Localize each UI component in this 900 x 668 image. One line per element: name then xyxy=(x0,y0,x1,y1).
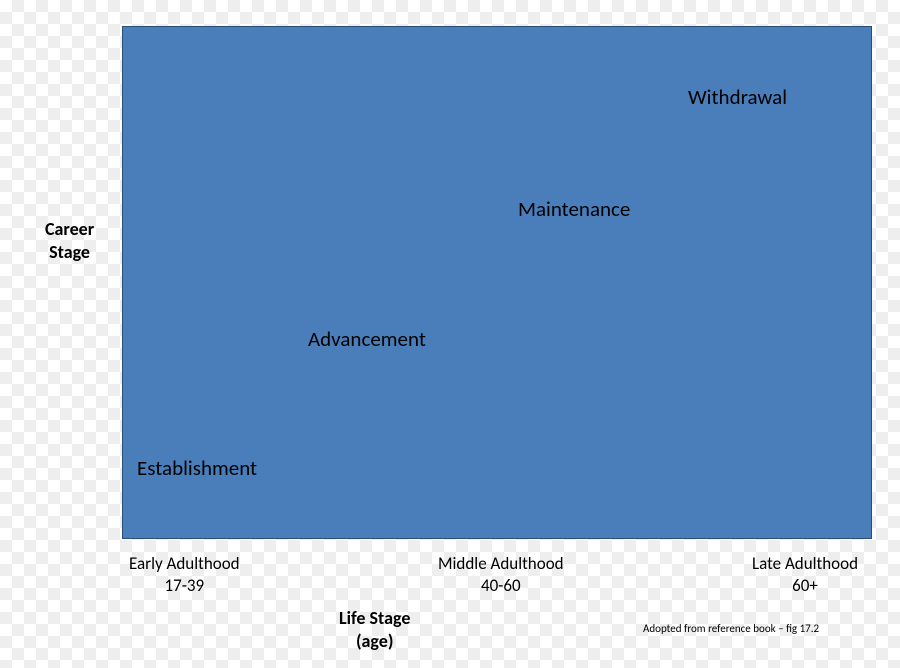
x-tick-line2: 60+ xyxy=(792,575,818,596)
stage-label-establishment: Establishment xyxy=(137,455,257,481)
y-axis-label-line2: Stage xyxy=(49,241,90,263)
y-axis-label: Career Stage xyxy=(45,218,94,265)
x-tick-line1: Early Adulthood xyxy=(129,553,240,574)
x-tick-line1: Middle Adulthood xyxy=(438,553,564,574)
x-tick-line1: Late Adulthood xyxy=(752,553,858,574)
stage-label-maintenance: Maintenance xyxy=(518,196,630,222)
x-tick-label-2: Late Adulthood60+ xyxy=(752,553,858,597)
y-axis-label-line1: Career xyxy=(45,218,94,240)
x-tick-line2: 40-60 xyxy=(481,575,521,596)
x-tick-label-1: Middle Adulthood40-60 xyxy=(438,553,564,597)
stage-label-withdrawal: Withdrawal xyxy=(688,84,787,110)
x-axis-label-line2: (age) xyxy=(356,630,394,652)
x-tick-label-0: Early Adulthood17-39 xyxy=(129,553,240,597)
stage-label-advancement: Advancement xyxy=(308,326,426,352)
x-axis-label: Life Stage (age) xyxy=(339,607,410,652)
x-tick-line2: 17-39 xyxy=(164,575,204,596)
attribution-text: Adopted from reference book – fig 17.2 xyxy=(643,622,819,635)
x-axis-label-line1: Life Stage xyxy=(339,607,410,629)
